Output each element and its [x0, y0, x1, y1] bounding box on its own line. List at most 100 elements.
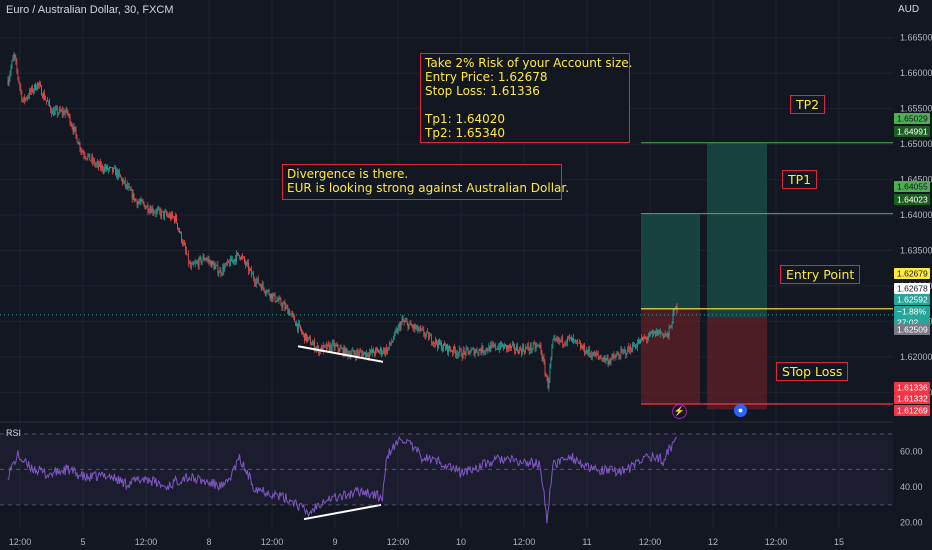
- candle-body: [448, 346, 449, 353]
- candle-body: [144, 204, 146, 209]
- candle-body: [536, 345, 538, 347]
- candle-body: [453, 346, 455, 351]
- candle-body: [442, 348, 443, 351]
- candle-body: [163, 211, 165, 217]
- candle-body: [294, 316, 296, 322]
- candle-body: [239, 255, 240, 258]
- candle-body: [627, 346, 629, 354]
- candle-body: [81, 150, 83, 152]
- candle-body: [465, 348, 467, 356]
- candle-body: [598, 355, 600, 358]
- candle-body: [8, 78, 10, 85]
- price-tick-label: 1.66500: [900, 33, 932, 43]
- candle-body: [213, 263, 215, 270]
- candle-body: [636, 347, 637, 348]
- candle-body: [462, 349, 464, 358]
- candle-body: [398, 324, 400, 327]
- candle-body: [543, 357, 545, 363]
- candle-body: [458, 348, 460, 353]
- candle-body: [270, 293, 272, 299]
- candle-body: [69, 115, 71, 125]
- candle-body: [404, 321, 406, 323]
- candle-body: [671, 323, 673, 328]
- flag-icon[interactable]: ●: [734, 404, 747, 417]
- candle-body: [60, 110, 62, 112]
- candle-body: [51, 110, 52, 115]
- candle-body: [626, 353, 628, 356]
- candle-body: [328, 344, 330, 351]
- candle-body: [498, 346, 500, 350]
- candle-body: [463, 349, 465, 352]
- candle-body: [221, 273, 223, 275]
- candle-body: [64, 112, 66, 115]
- candle-body: [344, 347, 346, 356]
- candle-body: [160, 211, 162, 217]
- candle-body: [167, 214, 168, 216]
- candle-body: [216, 265, 218, 266]
- candle-body: [422, 328, 424, 330]
- candle-body: [338, 349, 340, 352]
- candle-body: [242, 256, 243, 258]
- candle-body: [361, 351, 363, 354]
- candle-body: [614, 357, 616, 359]
- candle-body: [233, 259, 234, 262]
- candle-body: [206, 259, 208, 261]
- candle-body: [153, 212, 155, 214]
- candle-body: [289, 310, 291, 316]
- candle-body: [426, 331, 428, 335]
- price-label-text: 1.64055: [897, 182, 928, 192]
- candle-body: [491, 344, 493, 346]
- candle-body: [53, 110, 55, 116]
- candle-body: [527, 345, 529, 350]
- candle-body: [558, 338, 560, 342]
- candle-body: [35, 84, 36, 90]
- candle-body: [337, 344, 339, 350]
- candle-body: [591, 355, 593, 358]
- candle-body: [52, 110, 54, 116]
- candle-body: [635, 345, 636, 348]
- candle-body: [419, 327, 421, 331]
- candle-body: [254, 282, 256, 284]
- candle-body: [452, 351, 453, 353]
- candle-body: [568, 336, 569, 338]
- candle-body: [223, 266, 225, 272]
- candle-body: [411, 325, 413, 327]
- candle-body: [45, 99, 46, 101]
- candle-body: [553, 338, 555, 340]
- candle-body: [278, 298, 280, 301]
- candle-body: [203, 256, 205, 260]
- candle-body: [400, 322, 402, 329]
- candle-body: [500, 342, 501, 350]
- candle-body: [405, 321, 407, 323]
- candle-body: [309, 337, 310, 339]
- candle-body: [140, 199, 142, 203]
- candle-body: [410, 322, 412, 326]
- candle-body: [316, 347, 317, 350]
- candle-body: [619, 356, 621, 359]
- candle-body: [567, 336, 568, 343]
- candle-body: [279, 298, 281, 300]
- candle-body: [75, 129, 77, 135]
- candle-body: [364, 351, 366, 354]
- candle-body: [393, 332, 395, 339]
- candle-body: [658, 329, 660, 334]
- candle-body: [76, 134, 78, 143]
- candle-body: [227, 260, 229, 264]
- candle-body: [142, 201, 144, 203]
- candle-body: [433, 342, 434, 345]
- chart-title: Euro / Australian Dollar, 30, FXCM: [6, 4, 174, 16]
- lightning-icon[interactable]: ⚡: [672, 404, 687, 419]
- candle-body: [363, 353, 365, 357]
- candle-body: [42, 95, 43, 98]
- candle-body: [489, 345, 491, 352]
- candle-body: [70, 124, 72, 126]
- candle-body: [510, 345, 511, 349]
- candle-body: [600, 357, 602, 359]
- candle-body: [134, 198, 136, 201]
- candle-body: [564, 343, 566, 345]
- price-label-text: 1.64023: [897, 195, 928, 205]
- candle-body: [218, 272, 220, 274]
- candle-body: [483, 351, 485, 353]
- candle-body: [111, 167, 112, 168]
